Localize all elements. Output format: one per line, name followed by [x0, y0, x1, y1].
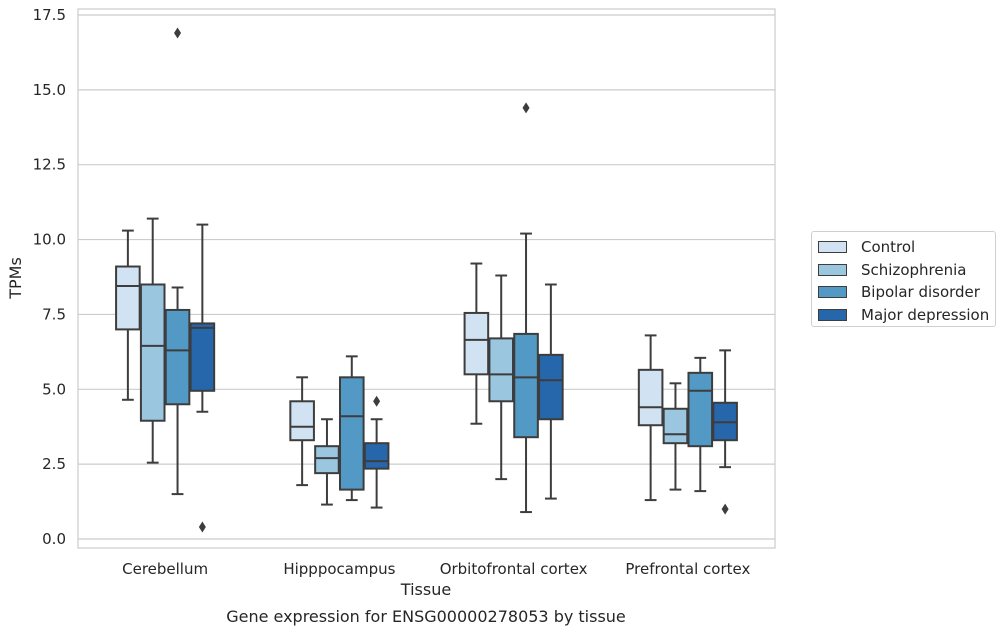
x-axis-title: Tissue [400, 580, 451, 599]
y-tick-label: 17.5 [33, 6, 66, 24]
iqr-box [314, 445, 340, 475]
legend-swatch [818, 241, 847, 254]
y-tick-label: 10.0 [33, 231, 66, 249]
legend-swatch [818, 286, 847, 299]
y-tick-label: 0.0 [42, 530, 66, 548]
iqr-box [139, 283, 166, 422]
iqr-box [463, 311, 490, 376]
iqr-box [115, 265, 141, 331]
box-schizophrenia [314, 418, 340, 506]
outlier-point [522, 102, 530, 114]
outlier-point [198, 521, 206, 533]
box-control [289, 376, 315, 487]
x-tick-label: Prefrontal cortex [625, 560, 750, 578]
box-control [463, 262, 490, 425]
y-tick-label: 5.0 [42, 380, 66, 398]
box-series [115, 27, 738, 533]
x-tick-labels: Cerebellum Hipppocampus Orbitofrontal cort… [122, 560, 750, 578]
y-axis-title: TPMs [6, 257, 25, 300]
iqr-box [513, 332, 539, 439]
y-tick-label: 7.5 [42, 305, 66, 323]
box-major-depression [538, 283, 564, 500]
chart-caption: Gene expression for ENSG00000278053 by t… [226, 607, 626, 626]
legend-item: Schizophrenia [818, 259, 995, 282]
plot-frame [77, 8, 776, 549]
box-major-depression [363, 395, 390, 509]
iqr-box [488, 337, 515, 403]
iqr-box [687, 371, 714, 448]
legend-swatch [818, 263, 847, 276]
legend-item: Major depression [818, 304, 995, 327]
grid-lines [78, 14, 775, 540]
box-schizophrenia [662, 382, 689, 491]
outlier-point [174, 27, 182, 39]
box-major-depression [189, 223, 216, 533]
box-schizophrenia [488, 274, 515, 481]
y-tick-label: 15.0 [33, 81, 66, 99]
iqr-box [189, 322, 216, 392]
legend-label: Control [861, 238, 916, 257]
iqr-box [637, 368, 664, 427]
legend-label: Schizophrenia [861, 260, 967, 279]
legend-swatch [818, 308, 847, 321]
iqr-box [338, 376, 365, 491]
box-schizophrenia [139, 217, 166, 464]
box-bipolar-disorder [338, 355, 365, 502]
legend-item: Control [818, 236, 995, 259]
legend-label: Bipolar disorder [861, 283, 980, 302]
iqr-box [363, 442, 390, 470]
box-control [115, 229, 141, 401]
box-major-depression [712, 349, 738, 515]
box-bipolar-disorder [513, 102, 539, 514]
legend: Control Schizophrenia Bipolar disorder Majo… [811, 231, 996, 327]
box-bipolar-disorder [164, 27, 191, 496]
box-control [637, 334, 664, 502]
box-bipolar-disorder [687, 356, 714, 493]
iqr-box [164, 308, 191, 406]
iqr-box [662, 407, 689, 445]
y-tick-label: 2.5 [42, 455, 66, 473]
iqr-box [289, 400, 315, 442]
y-tick-labels: 0.0 2.5 5.0 7.5 10.0 12.5 15.0 17.5 [33, 6, 66, 548]
x-tick-label: Cerebellum [122, 560, 208, 578]
outlier-point [373, 395, 381, 407]
legend-item: Bipolar disorder [818, 281, 995, 304]
x-tick-label: Orbitofrontal cortex [440, 560, 588, 578]
outlier-point [721, 503, 729, 515]
iqr-box [538, 353, 564, 421]
x-tick-label: Hipppocampus [283, 560, 395, 578]
y-tick-label: 12.5 [33, 156, 66, 174]
legend-label: Major depression [861, 305, 990, 324]
